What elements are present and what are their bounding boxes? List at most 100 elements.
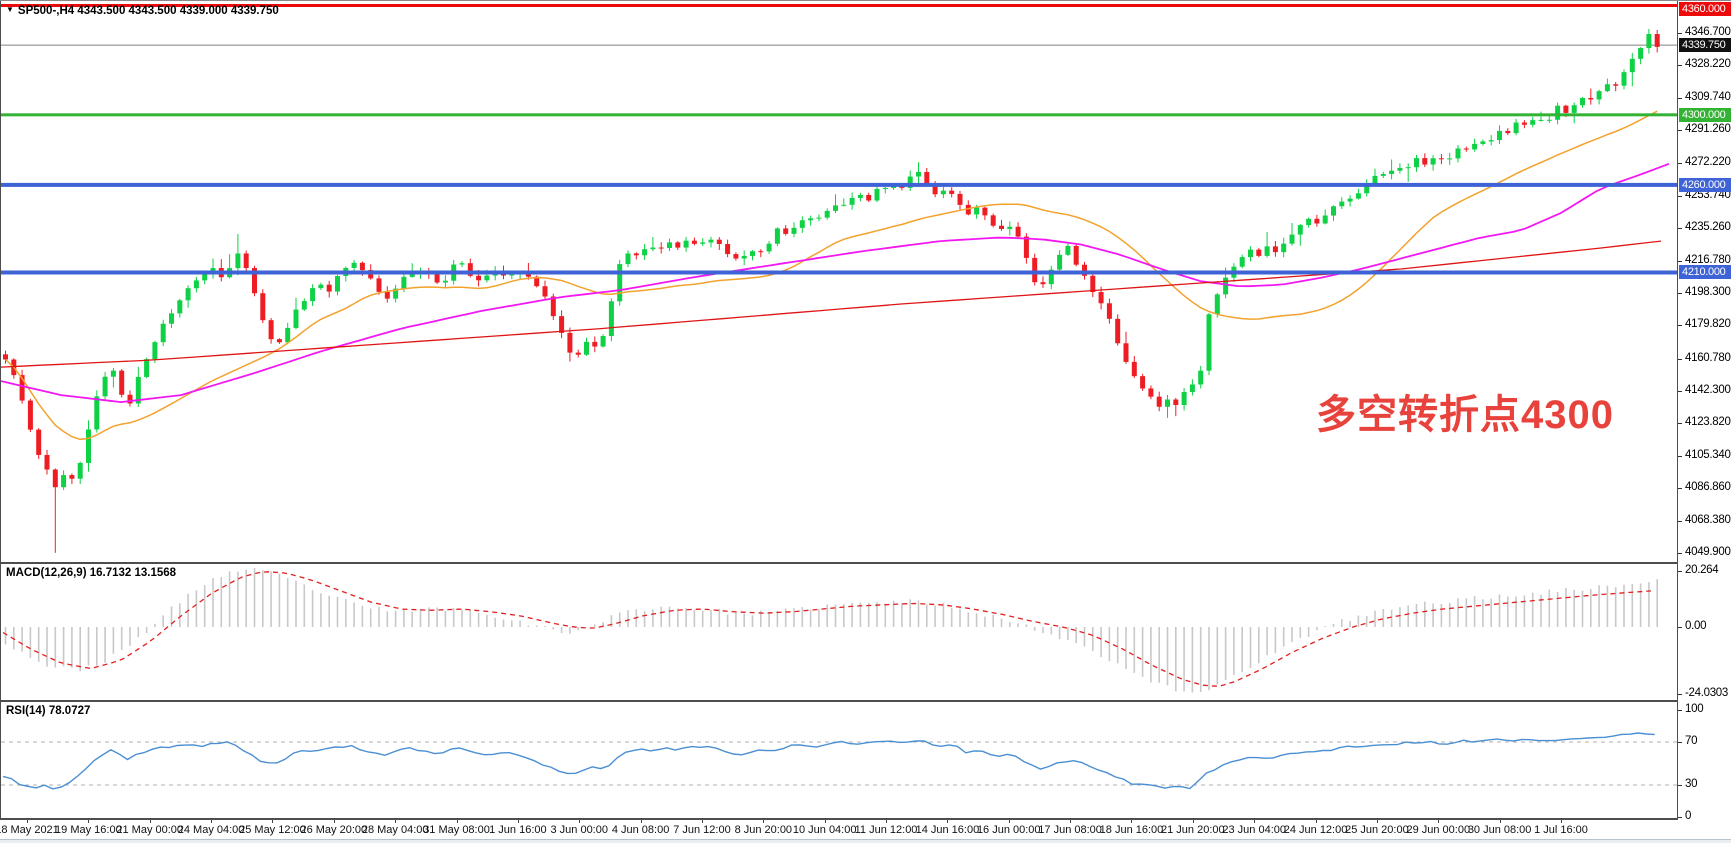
candle-up <box>816 217 822 219</box>
candle-down <box>1140 376 1146 389</box>
axis-tick-mark <box>1678 260 1682 262</box>
bottom-toolbar-strip <box>0 839 1731 843</box>
candle-up <box>1430 158 1436 165</box>
rsi-tick: 30 <box>1685 778 1698 790</box>
time-tick-mark <box>211 820 213 823</box>
time-tick-mark <box>1070 820 1072 823</box>
candle-up <box>1048 269 1054 285</box>
candle-up <box>1530 120 1536 125</box>
candle-down <box>119 370 125 395</box>
candle-up <box>1621 72 1627 86</box>
level-line-4300[interactable] <box>1 113 1678 117</box>
time-tick-mark <box>947 820 949 823</box>
chevron-down-icon[interactable]: ▼ <box>6 5 14 14</box>
candle-up <box>1239 257 1245 267</box>
level-line-4360[interactable] <box>1 4 1678 7</box>
candle-up <box>1480 141 1486 144</box>
candle-down <box>1256 249 1262 256</box>
axis-tick-mark <box>1678 693 1682 695</box>
price-pane[interactable]: ▼ SP500-,H4 4343.500 4343.500 4339.000 43… <box>0 1 1678 564</box>
time-label: 8 Jun 20:00 <box>734 824 793 836</box>
candle-up <box>1596 91 1602 100</box>
candle-down <box>1272 246 1278 253</box>
candle-down <box>1654 34 1660 47</box>
time-tick-mark <box>1192 820 1194 823</box>
candle-down <box>467 263 473 276</box>
candle-down <box>965 204 971 215</box>
time-label: 16 Jun 00:00 <box>976 824 1041 836</box>
candle-down <box>691 240 697 244</box>
candle-down <box>866 195 872 201</box>
candle-up <box>1546 119 1552 121</box>
price-tick: 4105.340 <box>1685 448 1731 461</box>
candle-down <box>1173 399 1179 406</box>
candle-up <box>1347 198 1353 202</box>
time-tick-mark <box>886 820 888 823</box>
candle-up <box>1513 122 1519 134</box>
candle-up <box>617 264 623 302</box>
candle-up <box>1339 201 1345 207</box>
candle-up <box>774 228 780 244</box>
price-axis[interactable]: 4346.700 4328.220 4309.740 4291.260 4272.220… <box>1678 1 1731 843</box>
candle-up <box>509 274 515 276</box>
rsi-pane[interactable]: RSI(14) 78.0727 <box>0 702 1678 820</box>
time-tick-mark <box>1438 820 1440 823</box>
rsi-chart-canvas[interactable] <box>1 702 1678 818</box>
candle-up <box>1007 226 1013 229</box>
candle-up <box>1289 234 1295 244</box>
axis-tick-mark <box>1678 423 1682 425</box>
candle-up <box>1322 215 1328 224</box>
candle-up <box>882 187 888 189</box>
candle-up <box>1629 58 1635 73</box>
candle-up <box>144 359 150 377</box>
candle-up <box>1455 148 1461 159</box>
candle-up <box>625 253 631 265</box>
time-label: 19 May 16:00 <box>55 824 122 836</box>
candle-down <box>716 239 722 244</box>
candle-down <box>559 316 565 333</box>
candle-down <box>542 286 548 297</box>
time-label: 3 Jun 00:00 <box>550 824 608 836</box>
candle-up <box>160 323 166 343</box>
level-line-4210[interactable] <box>1 270 1678 275</box>
symbol-header[interactable]: ▼ SP500-,H4 4343.500 4343.500 4339.000 43… <box>6 5 279 17</box>
candle-down <box>1563 105 1569 113</box>
candle-up <box>1248 249 1253 258</box>
candle-up <box>1372 175 1378 184</box>
candle-down <box>1073 245 1079 265</box>
axis-tick-mark <box>1678 455 1682 457</box>
price-badge-4339.750: 4339.750 <box>1679 38 1731 53</box>
candle-down <box>1505 130 1511 134</box>
time-label: 25 May 12:00 <box>239 824 306 836</box>
candle-down <box>758 251 764 253</box>
macd-label: MACD(12,26,9) 16.7132 13.1568 <box>6 567 177 579</box>
candle-up <box>808 218 814 221</box>
candle-up <box>293 309 299 328</box>
candle-up <box>1355 193 1361 199</box>
candle-up <box>1380 174 1386 176</box>
price-tick: 4309.740 <box>1685 90 1731 103</box>
candle-up <box>1189 384 1195 392</box>
candle-up <box>1198 370 1204 385</box>
price-tick: 4272.220 <box>1685 156 1731 169</box>
time-tick-mark <box>763 820 765 823</box>
ma-slow-line <box>1 240 1662 368</box>
candle-up <box>318 284 324 289</box>
candle-down <box>949 190 955 194</box>
macd-pane[interactable]: MACD(12,26,9) 16.7132 13.1568 <box>0 564 1678 702</box>
candle-up <box>1580 97 1585 106</box>
candle-up <box>741 255 747 259</box>
candle-up <box>683 240 689 248</box>
candle-up <box>310 288 316 302</box>
time-axis[interactable]: 18 May 2021 19 May 16:00 21 May 00:00 24 Ma… <box>0 820 1677 839</box>
macd-chart-canvas[interactable] <box>1 564 1678 700</box>
candle-up <box>1281 243 1287 253</box>
axis-tick-mark <box>1678 488 1682 490</box>
candle-up <box>1397 167 1403 171</box>
price-chart-canvas[interactable] <box>1 1 1678 562</box>
rsi-line <box>2 732 1655 790</box>
level-line-4260[interactable] <box>1 182 1678 187</box>
candle-up <box>459 263 465 265</box>
candle-up <box>600 336 606 347</box>
